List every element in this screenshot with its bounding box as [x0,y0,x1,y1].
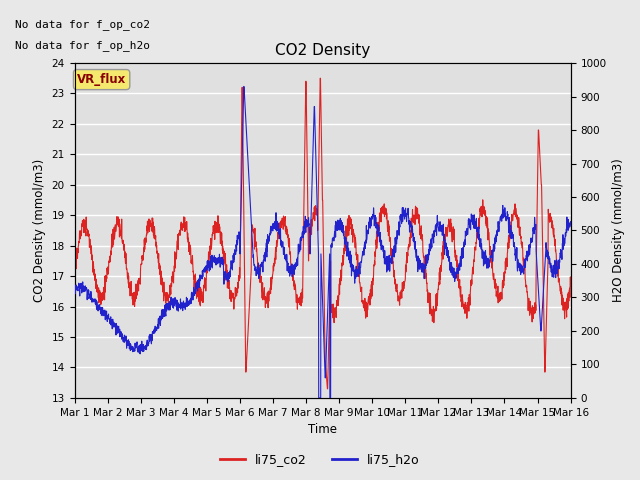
Text: No data for f_op_h2o: No data for f_op_h2o [15,40,150,50]
Title: CO2 Density: CO2 Density [275,43,370,58]
X-axis label: Time: Time [308,423,337,436]
Text: VR_flux: VR_flux [77,73,126,86]
Y-axis label: CO2 Density (mmol/m3): CO2 Density (mmol/m3) [33,159,46,302]
Y-axis label: H2O Density (mmol/m3): H2O Density (mmol/m3) [612,158,625,302]
Legend: li75_co2, li75_h2o: li75_co2, li75_h2o [215,448,425,471]
Text: No data for f_op_co2: No data for f_op_co2 [15,20,150,30]
